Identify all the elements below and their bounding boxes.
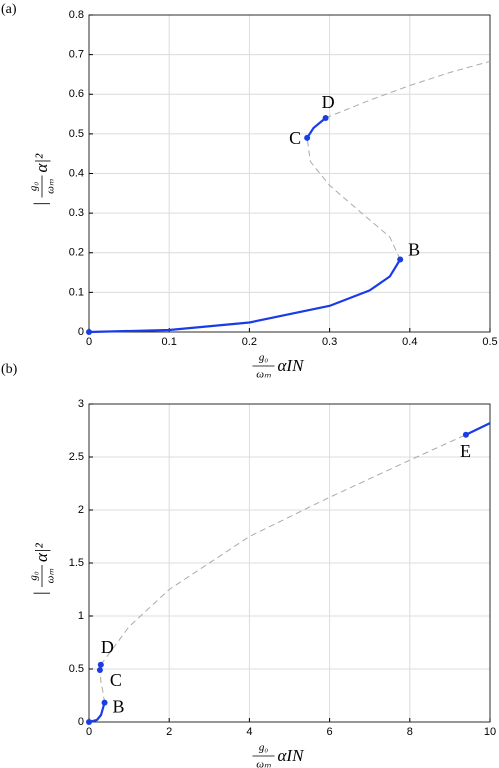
point: [86, 329, 92, 335]
point-label: D: [322, 92, 335, 112]
axis-label-den: ωₘ: [45, 179, 57, 194]
y-tick-label: 0.1: [69, 286, 84, 298]
axis-label-den: ωₘ: [45, 569, 57, 584]
y-tick-label: 0: [78, 716, 84, 728]
axis-label-bar: |: [30, 202, 50, 206]
axis-label-num: g₀: [259, 742, 269, 754]
y-tick-label: 0.2: [69, 247, 84, 259]
x-tick-label: 0.5: [482, 336, 497, 348]
y-tick-label: 1.5: [69, 557, 84, 569]
x-tick-label: 10: [484, 726, 496, 738]
point: [97, 661, 104, 668]
y-axis-label: | g₀ ωₘ α|²: [28, 542, 57, 595]
x-tick-label: 0.2: [242, 336, 257, 348]
point: [86, 719, 92, 725]
panel-label: (b): [1, 362, 18, 377]
y-tick-label: 0.5: [69, 128, 84, 140]
point: [462, 431, 469, 438]
axis-label-rest: α|²: [32, 153, 51, 173]
unstable-branch: [100, 434, 467, 666]
x-tick-label: 0.1: [162, 336, 177, 348]
point-label: C: [289, 128, 301, 148]
point: [322, 115, 329, 122]
y-tick-label: 0.7: [69, 49, 84, 61]
point-label: B: [113, 697, 125, 717]
point: [304, 134, 311, 141]
stable-branch: [88, 702, 106, 724]
y-tick-label: 0: [78, 326, 84, 338]
point: [101, 699, 108, 706]
x-axis-label: g₀ ωₘ αIN: [252, 352, 306, 381]
x-tick-label: 4: [246, 726, 252, 738]
point-label: C: [110, 670, 122, 690]
axis-label-num: g₀: [28, 571, 40, 581]
plot-frame: [88, 14, 491, 333]
x-tick-label: 6: [327, 726, 333, 738]
axis-label-rest: αIN: [278, 356, 306, 375]
point-label: B: [408, 240, 420, 260]
x-tick-label: 0.4: [402, 336, 417, 348]
axis-label-rest: α|²: [32, 542, 51, 562]
x-tick-label: 2: [166, 726, 172, 738]
point-label: D: [101, 637, 114, 657]
y-tick-label: 0.4: [69, 167, 84, 179]
unstable-branch: [325, 60, 491, 119]
axis-label-num: g₀: [259, 352, 269, 364]
axis-label-den: ωₘ: [256, 369, 271, 381]
x-tick-label: 0: [86, 336, 92, 348]
point: [96, 667, 103, 674]
axis-label-bar: |: [30, 591, 50, 595]
y-axis-label: | g₀ ωₘ α|²: [28, 153, 57, 206]
panel-label: (a): [1, 2, 17, 17]
stable-branch: [306, 117, 327, 139]
y-tick-label: 0.8: [69, 9, 84, 21]
x-tick-label: 0.3: [322, 336, 337, 348]
axis-label-num: g₀: [28, 182, 40, 192]
x-axis-label: g₀ ωₘ αIN: [252, 742, 306, 768]
axis-label-den: ωₘ: [256, 759, 271, 768]
x-tick-label: 8: [407, 726, 413, 738]
plot-frame: [88, 403, 491, 723]
y-tick-label: 2.5: [69, 451, 84, 463]
y-tick-label: 2: [78, 504, 84, 516]
y-tick-label: 3: [78, 398, 84, 410]
y-tick-label: 0.5: [69, 663, 84, 675]
y-tick-label: 1: [78, 610, 84, 622]
point-label: E: [460, 441, 471, 461]
x-tick-label: 0: [86, 726, 92, 738]
axis-label-rest: αIN: [278, 746, 306, 765]
stable-branch: [88, 258, 402, 334]
unstable-branch: [99, 670, 106, 703]
stable-branch: [465, 422, 491, 436]
point: [397, 256, 404, 263]
unstable-branch: [306, 137, 401, 260]
y-tick-label: 0.3: [69, 207, 84, 219]
y-tick-label: 0.6: [69, 88, 84, 100]
